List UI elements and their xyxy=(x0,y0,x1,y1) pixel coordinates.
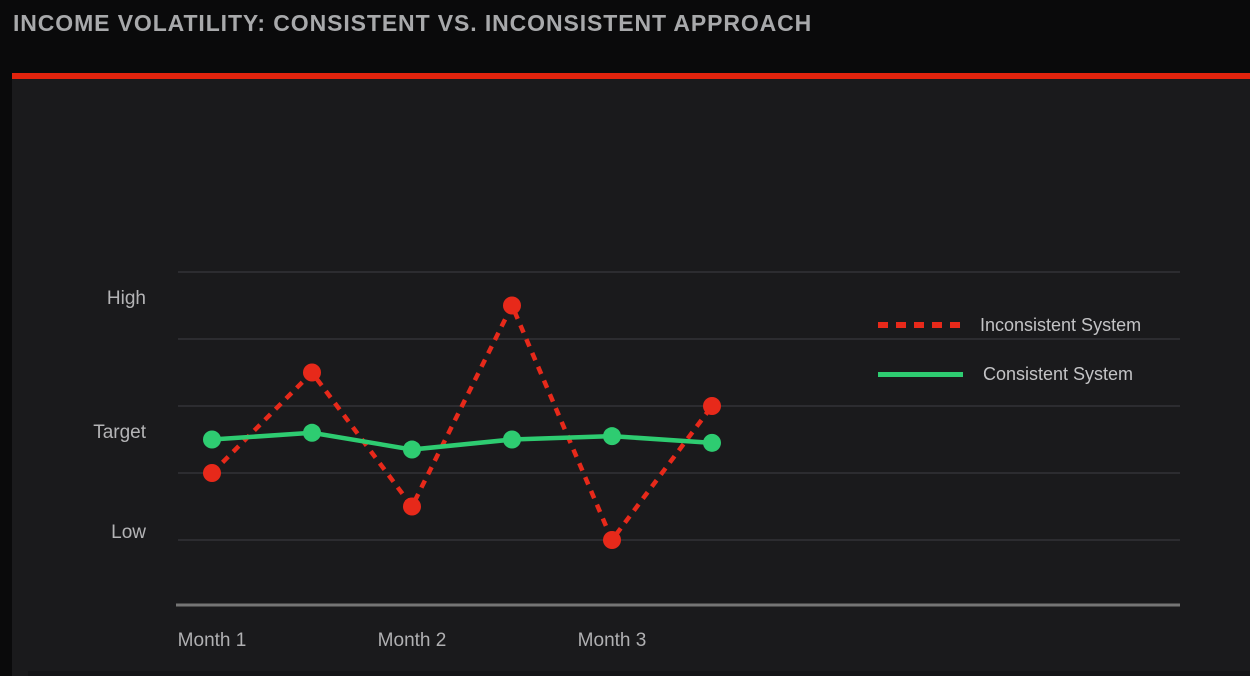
data-point xyxy=(603,427,621,446)
chart-panel xyxy=(12,79,1250,676)
series-line-0 xyxy=(210,300,714,545)
data-point xyxy=(703,433,721,452)
legend-label-consistent: Consistent System xyxy=(983,363,1134,384)
data-point xyxy=(403,440,421,459)
y-tick-label: Target xyxy=(93,421,146,443)
data-point xyxy=(503,430,521,449)
red-divider xyxy=(12,73,1250,79)
bottom-strip xyxy=(28,671,1250,676)
y-tick-label: Low xyxy=(111,522,146,544)
x-tick-label: Month 3 xyxy=(577,630,647,651)
x-tick-label: Month 1 xyxy=(177,630,247,651)
solid-line-icon xyxy=(878,371,963,377)
series-line-1 xyxy=(211,430,713,452)
legend-item-inconsistent: Inconsistent System xyxy=(878,314,1141,336)
data-point xyxy=(503,296,521,315)
data-point xyxy=(303,423,321,442)
x-tick-label: Month 2 xyxy=(377,630,447,651)
x-axis-line xyxy=(176,603,1180,607)
data-point xyxy=(603,531,621,549)
dashed-line-icon xyxy=(878,322,960,328)
legend-item-consistent: Consistent System xyxy=(878,363,1133,385)
data-point xyxy=(203,430,221,449)
legend-label-inconsistent: Inconsistent System xyxy=(980,314,1142,335)
data-point xyxy=(203,464,221,482)
y-tick-label: High xyxy=(106,287,146,309)
data-point xyxy=(403,497,421,516)
data-point xyxy=(703,397,721,415)
data-point xyxy=(303,363,321,382)
page-title: INCOME VOLATILITY: CONSISTENT VS. INCONS… xyxy=(13,10,813,36)
